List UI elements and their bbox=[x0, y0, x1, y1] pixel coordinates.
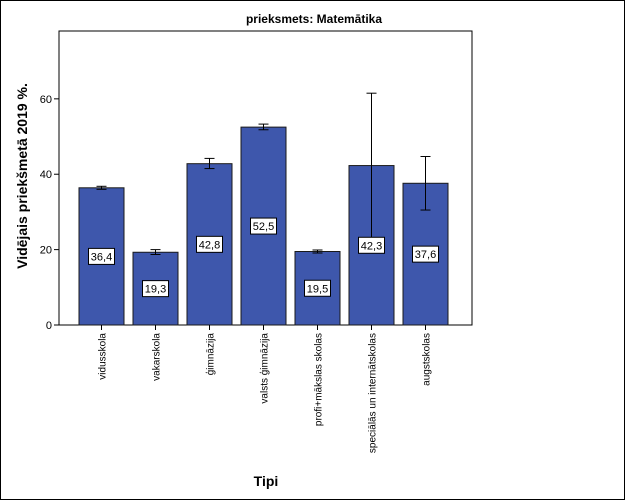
data-label-3: 52,5 bbox=[250, 217, 277, 235]
chart-title: prieksmets: Matemātika bbox=[246, 12, 382, 26]
data-label-4: 19,5 bbox=[304, 279, 331, 297]
error-bar-0 bbox=[96, 185, 107, 190]
svg-text:42,8: 42,8 bbox=[199, 239, 220, 251]
y-tick-label-3: 60 bbox=[40, 94, 52, 106]
svg-text:42,3: 42,3 bbox=[361, 240, 382, 252]
x-category-label-3: valsts ģimnāzija bbox=[258, 333, 271, 404]
x-category-label-0: vidusskola bbox=[98, 333, 109, 380]
y-tick-label-1: 20 bbox=[40, 245, 52, 257]
svg-text:52,5: 52,5 bbox=[253, 221, 274, 233]
error-bar-3 bbox=[258, 123, 269, 131]
x-axis: vidusskola vakarskola ģimnāzija valsts ģimn… bbox=[98, 325, 433, 453]
data-label-6: 37,6 bbox=[412, 245, 439, 263]
y-tick-label-0: 0 bbox=[46, 320, 52, 332]
y-axis: 0 20 40 60 bbox=[40, 94, 59, 332]
data-label-5: 42,3 bbox=[358, 236, 385, 254]
x-category-label-4: profi+mākslas skolas bbox=[314, 333, 325, 426]
error-bar-6 bbox=[420, 156, 431, 211]
x-category-label-2: ģimnāzija bbox=[204, 333, 217, 376]
error-bar-1 bbox=[150, 249, 161, 256]
svg-text:36,4: 36,4 bbox=[91, 251, 112, 263]
svg-text:19,5: 19,5 bbox=[307, 283, 328, 295]
svg-text:37,6: 37,6 bbox=[415, 249, 436, 261]
error-bar-2 bbox=[204, 157, 215, 170]
error-bar-4 bbox=[312, 249, 323, 254]
x-category-label-5: speciālās un internātskolas bbox=[368, 333, 379, 453]
y-axis-label: Vidējais priekšmetā 2019 %. bbox=[14, 83, 30, 269]
error-bars-group bbox=[96, 92, 431, 256]
data-label-0: 36,4 bbox=[88, 247, 115, 265]
data-label-1: 19,3 bbox=[142, 280, 169, 298]
data-label-2: 42,8 bbox=[196, 235, 223, 253]
data-labels-group: 36,4 19,3 42,8 52,5 19,5 42,3 37,6 bbox=[88, 217, 439, 298]
y-tick-label-2: 40 bbox=[40, 169, 52, 181]
x-axis-label: Tipi bbox=[254, 473, 279, 489]
x-category-label-6: augstskolas bbox=[422, 333, 433, 386]
x-category-label-1: vakarskola bbox=[152, 333, 163, 381]
svg-text:19,3: 19,3 bbox=[145, 284, 166, 296]
